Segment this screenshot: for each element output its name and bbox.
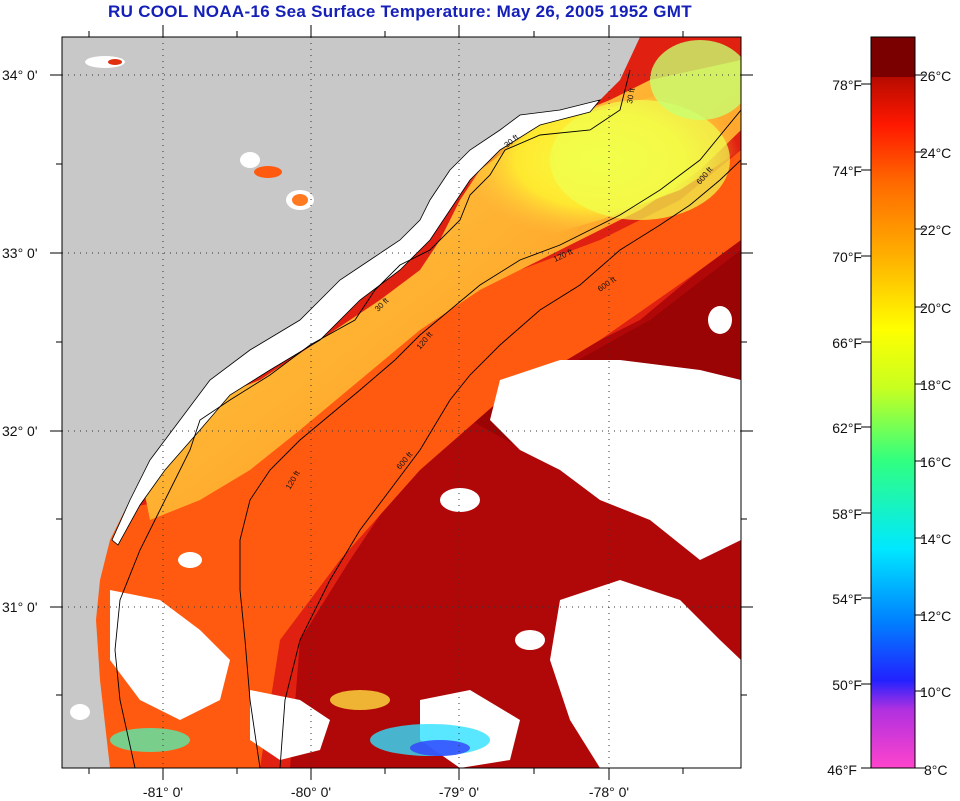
colorbar-f-70: 70°F — [832, 249, 862, 265]
colorbar-f-58: 58°F — [832, 506, 862, 522]
lon-label-81: -81° 0' — [143, 784, 183, 800]
colorbar-ticks — [861, 74, 925, 769]
land-area — [62, 37, 640, 768]
colorbar-f-74: 74°F — [832, 163, 862, 179]
lat-label-33: 33° 0' — [2, 245, 38, 261]
colorbar-c-18: 18°C — [920, 377, 951, 393]
lon-label-79: -79° 0' — [439, 784, 479, 800]
colorbar-c-10: 10°C — [920, 684, 951, 700]
colorbar-c-8: 8°C — [924, 762, 948, 778]
axis-ticks — [50, 25, 753, 780]
lon-label-78: -78° 0' — [589, 784, 629, 800]
colorbar-c-14: 14°C — [920, 531, 951, 547]
colorbar-f-54: 54°F — [832, 591, 862, 607]
map-frame — [61, 36, 742, 769]
lat-label-31: 31° 0' — [2, 599, 38, 615]
depth-contours — [114, 69, 741, 768]
colorbar — [870, 36, 916, 769]
colorbar-c-16: 16°C — [920, 454, 951, 470]
lat-label-32: 32° 0' — [2, 423, 38, 439]
colorbar-c-24: 24°C — [920, 145, 951, 161]
map-title: RU COOL NOAA-16 Sea Surface Temperature:… — [108, 2, 692, 21]
colorbar-f-66: 66°F — [832, 335, 862, 351]
colorbar-f-46: 46°F — [827, 762, 857, 778]
colorbar-c-20: 20°C — [920, 300, 951, 316]
contour-label-30: 30 ft — [625, 87, 637, 105]
lat-label-34: 34° 0' — [2, 67, 38, 83]
colorbar-f-62: 62°F — [832, 420, 862, 436]
colorbar-f-50: 50°F — [832, 677, 862, 693]
lon-label-80: -80° 0' — [291, 784, 331, 800]
colorbar-c-22: 22°C — [920, 222, 951, 238]
colorbar-c-26: 26°C — [920, 68, 951, 84]
cloud-patches — [70, 56, 741, 768]
colorbar-f-78: 78°F — [832, 77, 862, 93]
colorbar-c-12: 12°C — [920, 608, 951, 624]
